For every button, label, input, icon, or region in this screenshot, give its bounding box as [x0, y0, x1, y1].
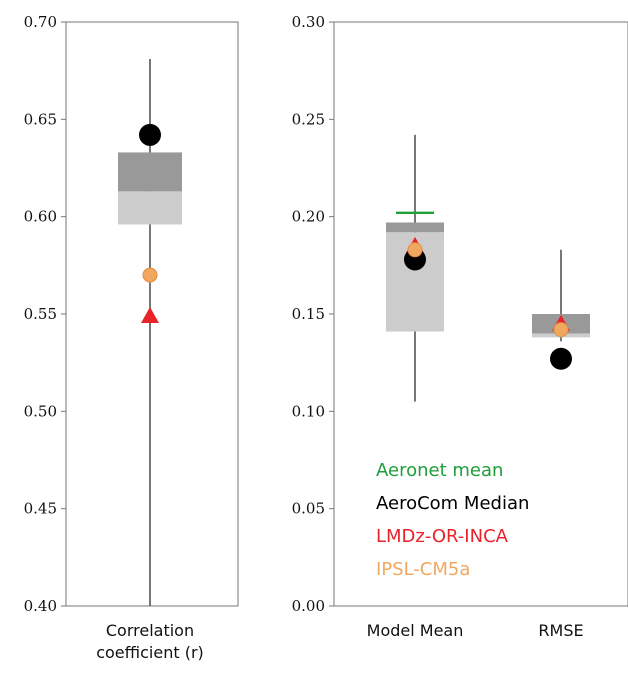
lmdz-or-inca-marker [141, 306, 159, 323]
y-tick-label: 0.30 [292, 13, 325, 31]
legend-entry: AeroCom Median [376, 493, 529, 514]
y-tick-label: 0.70 [24, 13, 57, 31]
y-tick-label: 0.25 [292, 110, 325, 128]
aerocom-median-marker [139, 123, 161, 146]
y-tick-label: 0.15 [292, 305, 325, 323]
category-label: RMSE [538, 621, 583, 640]
y-tick-label: 0.10 [292, 402, 325, 420]
category-label-line: coefficient (r) [96, 643, 204, 662]
ipsl-cm5a-marker [407, 242, 423, 258]
y-tick-label: 0.05 [292, 500, 325, 518]
legend-entry: Aeronet mean [376, 460, 503, 481]
ipsl-cm5a-marker [142, 267, 158, 283]
y-tick-label: 0.60 [24, 208, 57, 226]
correlation-panel: 0.40 0.45 0.50 0.55 0.60 0.65 0.70 Correlation c… [24, 13, 239, 662]
category-label-line: RMSE [538, 621, 583, 640]
y-tick-label: 0.20 [292, 208, 325, 226]
y-tick-label: 0.55 [24, 305, 57, 323]
legend-entry: LMDz-OR-INCA [376, 526, 509, 547]
legend-entry: IPSL-CM5a [376, 559, 470, 580]
y-tick-label: 0.65 [24, 110, 57, 128]
model-mean-rmse-panel: 0.00 0.05 0.10 0.15 0.20 0.25 0.30 Model Mean RM… [292, 13, 628, 640]
y-tick-label: 0.45 [24, 500, 57, 518]
category-label: Correlation coefficient (r) [96, 621, 204, 662]
category-label-line: Model Mean [367, 621, 464, 640]
y-tick-label: 0.00 [292, 597, 325, 615]
ipsl-cm5a-marker [553, 322, 569, 338]
box-upper-quartile [386, 222, 444, 233]
box-upper-quartile [118, 152, 182, 192]
box-lower-quartile [118, 191, 182, 225]
y-tick-label: 0.50 [24, 402, 57, 420]
category-label: Model Mean [367, 621, 464, 640]
category-label-line: Correlation [106, 621, 194, 640]
y-tick-label: 0.40 [24, 597, 57, 615]
aerocom-median-marker [550, 347, 572, 370]
